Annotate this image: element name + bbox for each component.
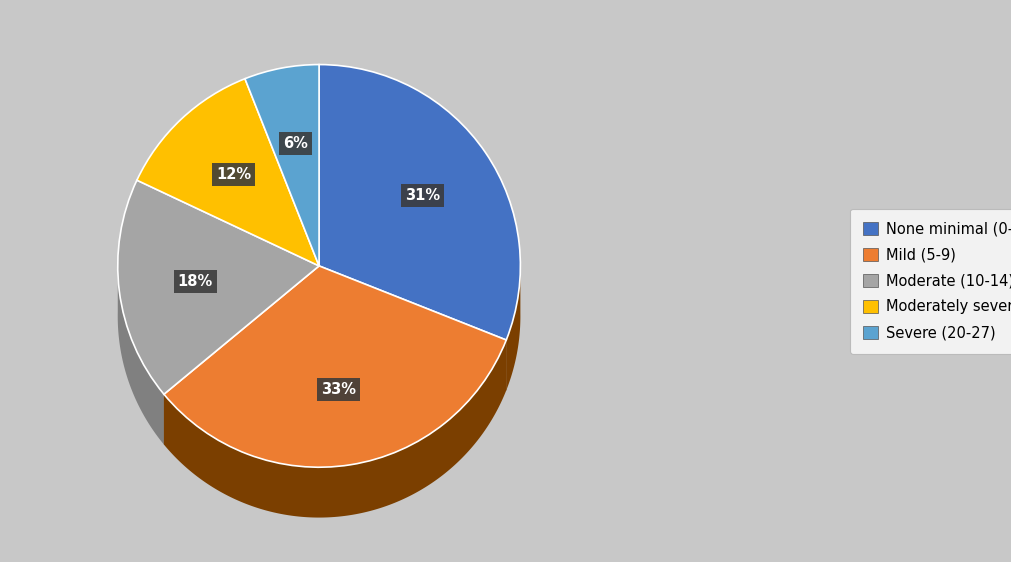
Polygon shape <box>319 266 507 391</box>
Wedge shape <box>319 65 521 340</box>
Legend: None minimal (0-4), Mild (5-9), Moderate (10-14), Moderately severe (15-19), Sev: None minimal (0-4), Mild (5-9), Moderate… <box>850 209 1011 353</box>
Wedge shape <box>117 180 319 394</box>
Wedge shape <box>136 79 319 266</box>
Polygon shape <box>164 266 319 445</box>
Polygon shape <box>164 340 507 518</box>
Polygon shape <box>319 266 507 391</box>
Wedge shape <box>245 65 319 266</box>
Text: 33%: 33% <box>321 382 356 397</box>
Polygon shape <box>507 263 521 391</box>
Text: 6%: 6% <box>283 136 308 151</box>
Text: 18%: 18% <box>178 274 213 289</box>
Polygon shape <box>164 266 319 445</box>
Text: 12%: 12% <box>216 167 251 183</box>
Text: 31%: 31% <box>404 188 440 203</box>
Wedge shape <box>164 266 507 467</box>
Polygon shape <box>117 262 164 445</box>
